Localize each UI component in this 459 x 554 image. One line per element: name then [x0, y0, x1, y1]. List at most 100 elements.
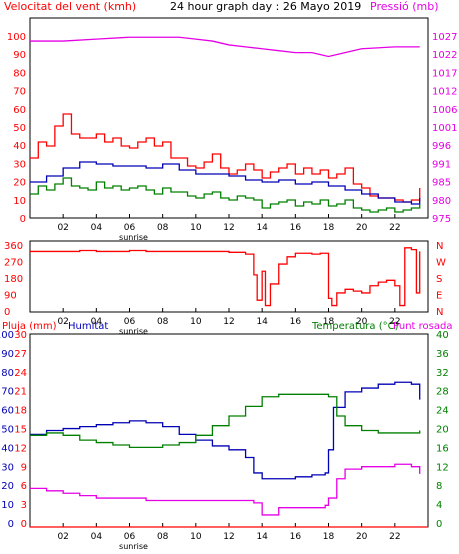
- climate-x-tick-label: 20: [356, 532, 368, 542]
- humidity-y-tick-label: 70: [1, 387, 14, 398]
- wind-x-tick-label: 22: [389, 223, 400, 233]
- climate-x-tick-label: 04: [91, 532, 103, 542]
- rain-title: Pluja (mm): [2, 321, 57, 332]
- temperature-y-tick-label: 16: [436, 443, 449, 454]
- wind-y-tick-label: 50: [13, 123, 26, 134]
- wind-sunrise-label: sunrise: [119, 233, 148, 242]
- graph-title: 24 hour graph day : 26 Mayo 2019: [170, 0, 362, 13]
- wind-x-tick-label: 18: [323, 223, 335, 233]
- temperature-y-tick-label: 8: [436, 481, 442, 492]
- rain-y-tick-label: 9: [21, 462, 27, 473]
- wind-y-tick-label: 70: [13, 87, 26, 98]
- rain-y-tick-label: 3: [21, 500, 27, 511]
- series-line: [30, 177, 421, 213]
- direction-y-tick-label: 90: [4, 291, 17, 302]
- temperature-y-tick-label: 12: [436, 462, 449, 473]
- temperature-y-tick-label: 24: [436, 406, 449, 417]
- direction-y-tick-label: 180: [4, 274, 23, 285]
- direction-x-tick-label: 06: [124, 317, 136, 327]
- humidity-y-tick-label: 50: [1, 425, 14, 436]
- wind-y-tick-label: 20: [13, 178, 26, 189]
- direction-x-tick-label: 08: [157, 317, 169, 327]
- humidity-y-tick-label: 40: [1, 443, 14, 454]
- direction-x-tick-label: 02: [57, 317, 68, 327]
- wind-x-tick-label: 02: [57, 223, 68, 233]
- temperature-y-tick-label: 40: [436, 330, 449, 341]
- wind-x-tick-label: 14: [256, 223, 268, 233]
- wind-x-tick-label: 12: [223, 223, 234, 233]
- direction-x-tick-label: 22: [389, 317, 400, 327]
- pressure-y-tick-label: 980: [432, 196, 451, 207]
- series-line: [30, 113, 421, 203]
- direction-y-tick-label: 0: [4, 307, 10, 318]
- climate-x-tick-label: 10: [190, 532, 202, 542]
- rain-y-tick-label: 18: [14, 406, 27, 417]
- dewpoint-title: Punt rosada: [393, 321, 453, 332]
- wind-y-tick-label: 90: [13, 50, 26, 61]
- wind-y-tick-label: 60: [13, 105, 26, 116]
- temperature-y-tick-label: 4: [436, 500, 442, 511]
- temperature-title: Temperatura (°C): [312, 321, 399, 332]
- pressure-title: Pressió (mb): [370, 0, 439, 13]
- pressure-y-tick-label: 996: [432, 141, 451, 152]
- direction-x-tick-label: 16: [290, 317, 302, 327]
- direction-series-line: [30, 247, 421, 307]
- rain-y-tick-label: 30: [14, 330, 27, 341]
- climate-x-tick-label: 08: [157, 532, 169, 542]
- climate-x-tick-label: 06: [124, 532, 136, 542]
- series-line: [30, 381, 421, 480]
- wind-x-tick-label: 08: [157, 223, 169, 233]
- wind-y-tick-label: 0: [20, 214, 26, 225]
- wind-x-tick-label: 10: [190, 223, 202, 233]
- climate-sunrise-label: sunrise: [119, 542, 148, 551]
- pressure-y-tick-label: 975: [432, 214, 451, 225]
- rain-y-tick-label: 0: [21, 519, 27, 530]
- series-line: [30, 393, 421, 449]
- climate-x-tick-label: 12: [223, 532, 234, 542]
- humidity-y-tick-label: 30: [1, 462, 14, 473]
- climate-x-tick-label: 18: [323, 532, 335, 542]
- humidity-y-tick-label: 90: [1, 349, 14, 360]
- temperature-y-tick-label: 28: [436, 387, 449, 398]
- climate-x-tick-label: 22: [389, 532, 400, 542]
- pressure-y-tick-label: 1022: [432, 50, 457, 61]
- temperature-y-tick-label: 0: [436, 519, 442, 530]
- wind-x-tick-label: 16: [290, 223, 302, 233]
- direction-compass-label: N: [436, 307, 443, 318]
- direction-y-tick-label: 270: [4, 258, 23, 269]
- climate-x-tick-label: 14: [256, 532, 268, 542]
- series-line: [30, 463, 421, 516]
- humidity-y-tick-label: 60: [1, 406, 14, 417]
- humidity-y-tick-label: 20: [1, 481, 14, 492]
- humidity-y-tick-label: 0: [8, 519, 14, 530]
- pressure-y-tick-label: 1027: [432, 32, 457, 43]
- pressure-y-tick-label: 991: [432, 159, 451, 170]
- temperature-y-tick-label: 32: [436, 368, 449, 379]
- wind-y-tick-label: 40: [13, 141, 26, 152]
- rain-y-tick-label: 27: [14, 349, 27, 360]
- pressure-y-tick-label: 1017: [432, 68, 457, 79]
- direction-compass-label: N: [436, 241, 443, 252]
- direction-x-tick-label: 10: [190, 317, 202, 327]
- direction-compass-label: W: [436, 258, 446, 269]
- series-line: [30, 161, 421, 205]
- rain-y-tick-label: 15: [14, 425, 27, 436]
- humidity-y-tick-label: 10: [1, 500, 14, 511]
- wind-x-tick-label: 20: [356, 223, 368, 233]
- rain-y-tick-label: 12: [14, 443, 27, 454]
- pressure-y-tick-label: 1012: [432, 87, 457, 98]
- rain-y-tick-label: 6: [21, 481, 27, 492]
- temperature-y-tick-label: 20: [436, 425, 449, 436]
- rain-y-tick-label: 24: [14, 368, 27, 379]
- temperature-y-tick-label: 36: [436, 349, 449, 360]
- series-line: [30, 36, 420, 58]
- direction-y-tick-label: 360: [4, 241, 23, 252]
- wind-y-tick-label: 30: [13, 159, 26, 170]
- pressure-y-tick-label: 1001: [432, 123, 457, 134]
- climate-x-tick-label: 02: [57, 532, 68, 542]
- wind-x-tick-label: 06: [124, 223, 136, 233]
- humidity-y-tick-label: 80: [1, 368, 14, 379]
- wind-y-tick-label: 100: [7, 32, 26, 43]
- direction-x-tick-label: 04: [91, 317, 103, 327]
- wind-title: Velocitat del vent (kmh): [4, 0, 137, 13]
